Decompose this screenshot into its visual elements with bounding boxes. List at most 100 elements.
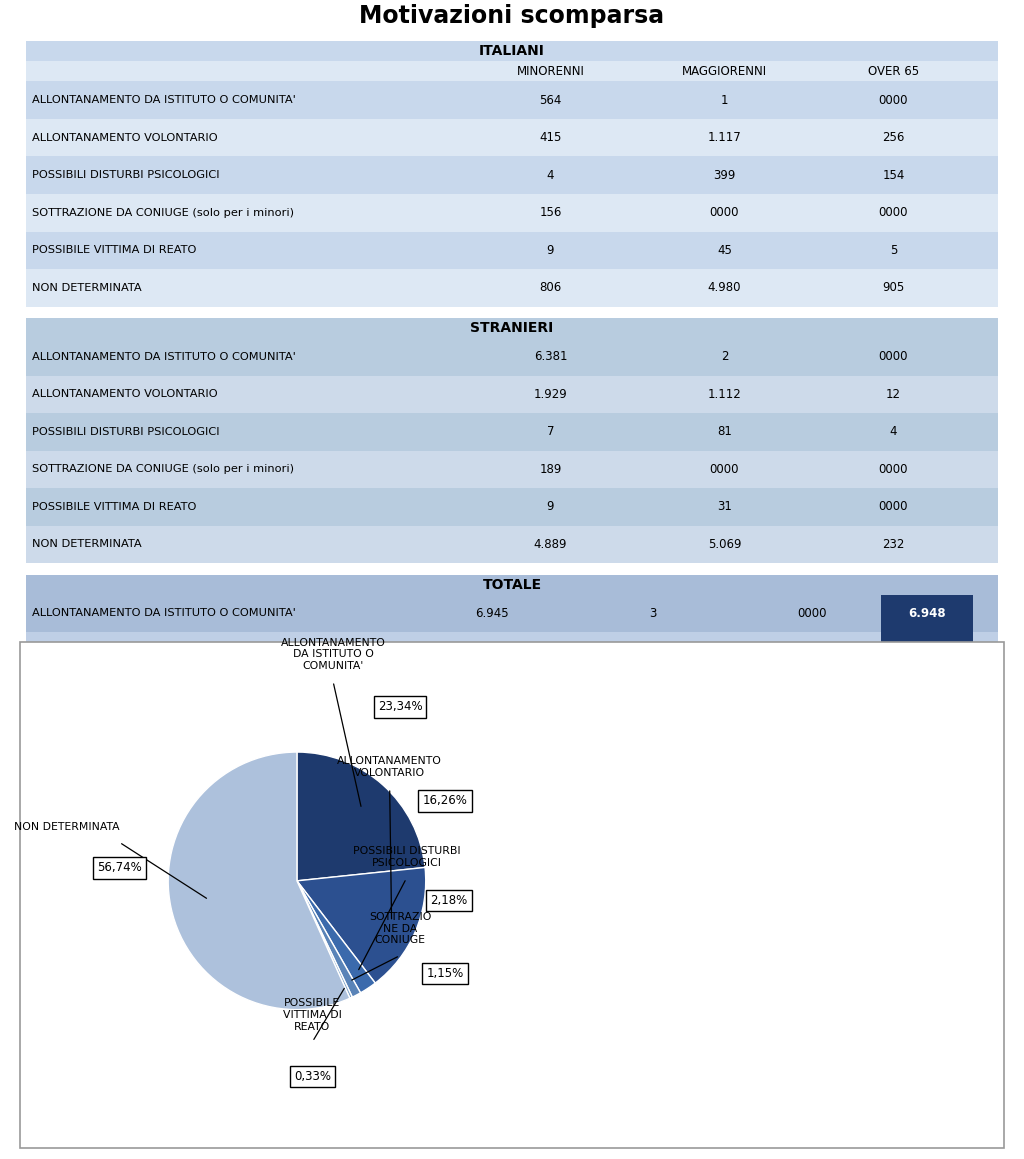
Text: OVER 65: OVER 65 xyxy=(868,65,919,78)
Text: 4.980: 4.980 xyxy=(708,282,741,294)
Text: SOTTRAZIO
NE DA
CONIUGE: SOTTRAZIO NE DA CONIUGE xyxy=(369,912,431,946)
Text: 1: 1 xyxy=(721,94,728,107)
Bar xyxy=(26,632,998,670)
Text: 345: 345 xyxy=(914,720,939,732)
Bar xyxy=(26,745,998,782)
Text: 7: 7 xyxy=(547,425,554,438)
Text: 5: 5 xyxy=(808,757,815,770)
Text: TOTALE: TOTALE xyxy=(482,577,542,591)
Bar xyxy=(26,376,998,413)
Text: 0000: 0000 xyxy=(797,720,826,732)
Text: 11: 11 xyxy=(484,681,499,695)
Text: 18: 18 xyxy=(484,757,499,770)
Bar xyxy=(26,119,998,156)
Text: 45: 45 xyxy=(717,243,732,257)
Text: 905: 905 xyxy=(883,282,904,294)
Text: 1,15%: 1,15% xyxy=(426,967,464,981)
Bar xyxy=(26,451,998,488)
Text: 345: 345 xyxy=(480,720,503,732)
Bar xyxy=(881,782,973,819)
Bar xyxy=(26,269,998,307)
Wedge shape xyxy=(297,752,425,881)
Text: NON DETERMINATA: NON DETERMINATA xyxy=(32,283,141,293)
Text: 232: 232 xyxy=(883,538,904,551)
Bar xyxy=(26,338,998,376)
Text: 3: 3 xyxy=(649,607,656,620)
Text: 0000: 0000 xyxy=(710,462,739,476)
Text: MINORENNI: MINORENNI xyxy=(516,65,585,78)
Text: SOTTRAZIONE DA CONIUGE (solo per i minori): SOTTRAZIONE DA CONIUGE (solo per i minor… xyxy=(32,721,294,731)
Text: ALLONTANAMENTO DA ISTITUTO O COMUNITA': ALLONTANAMENTO DA ISTITUTO O COMUNITA' xyxy=(32,608,296,619)
Text: 158: 158 xyxy=(801,681,822,695)
Text: 5.069: 5.069 xyxy=(708,538,741,551)
Bar xyxy=(26,81,998,119)
Text: 6.948: 6.948 xyxy=(908,607,945,620)
Bar xyxy=(881,745,973,782)
Bar xyxy=(26,41,998,60)
Text: 4.841: 4.841 xyxy=(908,644,945,657)
Text: 649: 649 xyxy=(914,681,939,695)
Bar xyxy=(881,819,973,858)
Text: 31: 31 xyxy=(717,501,732,513)
Bar xyxy=(26,194,998,232)
Bar xyxy=(26,232,998,269)
Bar xyxy=(26,156,998,194)
Text: 5.695: 5.695 xyxy=(475,795,508,808)
Text: STRANIERI: STRANIERI xyxy=(470,321,554,335)
Text: 2,18%: 2,18% xyxy=(430,894,468,906)
Text: POSSIBILI DISTURBI PSICOLOGICI: POSSIBILI DISTURBI PSICOLOGICI xyxy=(32,170,219,181)
Bar xyxy=(881,595,973,632)
Text: ALLONTANAMENTO VOLONTARIO: ALLONTANAMENTO VOLONTARIO xyxy=(32,389,217,400)
Text: ALLONTANAMENTO VOLONTARIO: ALLONTANAMENTO VOLONTARIO xyxy=(32,646,217,656)
Text: 29.763: 29.763 xyxy=(904,832,949,845)
Text: 0000: 0000 xyxy=(710,206,739,219)
Wedge shape xyxy=(297,881,360,997)
Bar xyxy=(26,413,998,451)
Text: POSSIBILE VITTIMA DI REATO: POSSIBILE VITTIMA DI REATO xyxy=(32,758,197,768)
Text: 0000: 0000 xyxy=(879,94,908,107)
Text: 9: 9 xyxy=(547,243,554,257)
Bar xyxy=(26,782,998,819)
Text: 56,74%: 56,74% xyxy=(97,861,141,874)
Text: 16.881: 16.881 xyxy=(904,795,949,808)
Text: 2.229: 2.229 xyxy=(636,644,670,657)
Text: POSSIBILI DISTURBI PSICOLOGICI: POSSIBILI DISTURBI PSICOLOGICI xyxy=(32,684,219,693)
Text: 2: 2 xyxy=(721,350,728,363)
Text: 12: 12 xyxy=(886,388,901,401)
Text: 399: 399 xyxy=(714,169,735,182)
Text: 1.929: 1.929 xyxy=(534,388,567,401)
Text: 76: 76 xyxy=(645,757,660,770)
Text: 1.117: 1.117 xyxy=(708,131,741,144)
Text: Motivazioni scomparsa: Motivazioni scomparsa xyxy=(359,3,665,28)
Text: 189: 189 xyxy=(540,462,561,476)
Text: POSSIBILI DISTURBI
PSICOLOGICI: POSSIBILI DISTURBI PSICOLOGICI xyxy=(352,846,460,868)
Text: 6.381: 6.381 xyxy=(534,350,567,363)
Text: NON DETERMINATA: NON DETERMINATA xyxy=(13,822,119,832)
Wedge shape xyxy=(168,752,350,1009)
Text: 480: 480 xyxy=(642,681,664,695)
Text: POSSIBILE
VITTIMA DI
REATO: POSSIBILE VITTIMA DI REATO xyxy=(283,998,342,1032)
Text: NON DETERMINATA: NON DETERMINATA xyxy=(32,539,141,549)
Text: 10.049: 10.049 xyxy=(632,795,674,808)
Text: NON DETERMINATA: NON DETERMINATA xyxy=(32,796,141,807)
Wedge shape xyxy=(297,867,426,983)
Text: 0000: 0000 xyxy=(797,607,826,620)
Text: 806: 806 xyxy=(540,282,561,294)
Text: 156: 156 xyxy=(540,206,561,219)
Text: SOTTRAZIONE DA CONIUGE (solo per i minori): SOTTRAZIONE DA CONIUGE (solo per i minor… xyxy=(32,207,294,218)
Wedge shape xyxy=(297,881,352,998)
Text: 5: 5 xyxy=(890,243,897,257)
Bar xyxy=(881,632,973,670)
Text: 9: 9 xyxy=(547,501,554,513)
Bar xyxy=(881,707,973,745)
Text: POSSIBILE VITTIMA DI REATO: POSSIBILE VITTIMA DI REATO xyxy=(32,502,197,512)
Text: ALLONTANAMENTO DA ISTITUTO O COMUNITA': ALLONTANAMENTO DA ISTITUTO O COMUNITA' xyxy=(32,95,296,105)
Bar xyxy=(26,595,998,632)
Text: 0000: 0000 xyxy=(879,350,908,363)
Text: POSSIBILE VITTIMA DI REATO: POSSIBILE VITTIMA DI REATO xyxy=(32,246,197,255)
Bar xyxy=(881,670,973,707)
Text: 0000: 0000 xyxy=(879,462,908,476)
Bar xyxy=(26,575,998,595)
Text: 1.137: 1.137 xyxy=(795,795,828,808)
Text: 99: 99 xyxy=(919,757,935,770)
